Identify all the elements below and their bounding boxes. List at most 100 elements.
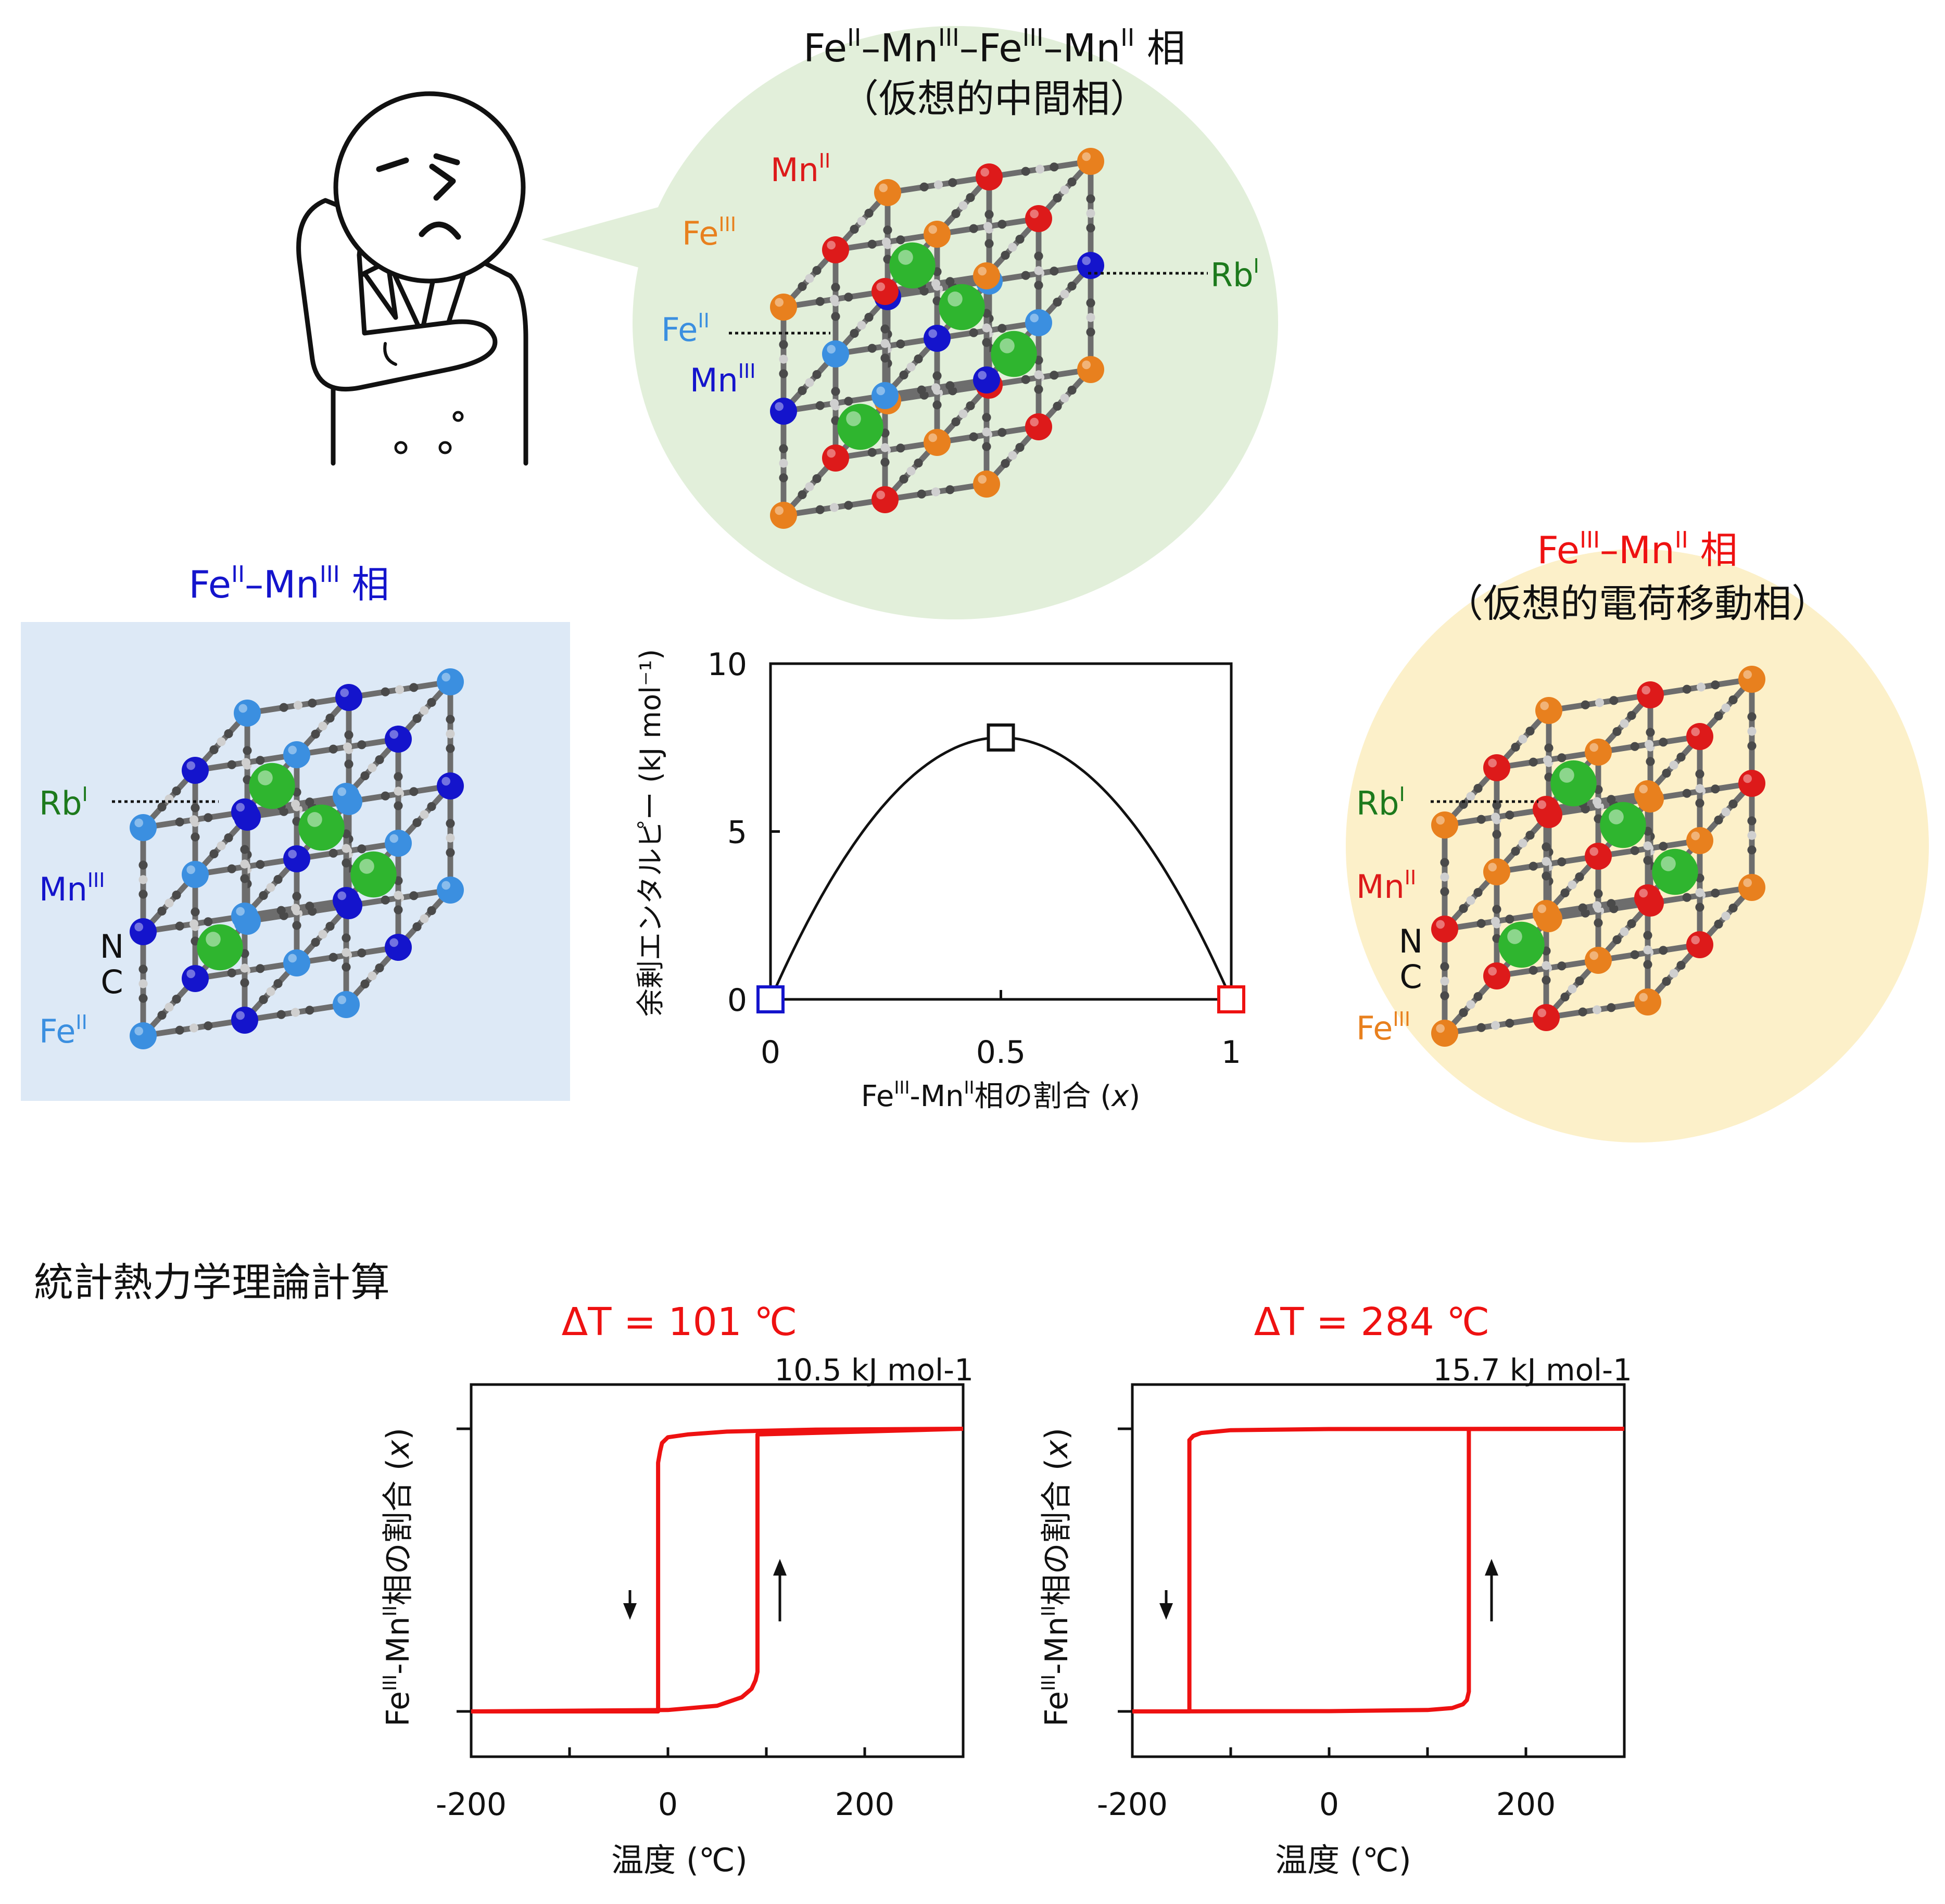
atom-highlight xyxy=(389,730,398,739)
nitrogen-atom xyxy=(1518,839,1527,848)
fe3-atom xyxy=(1686,827,1713,854)
nitrogen-atom xyxy=(931,487,941,497)
nitrogen-atom xyxy=(1592,797,1602,806)
atom-highlight xyxy=(134,818,143,828)
atom-highlight xyxy=(978,475,987,484)
carbon-atom xyxy=(867,344,877,353)
fe2-atom xyxy=(1025,309,1052,336)
carbon-atom xyxy=(138,964,148,974)
section-title: 統計熱力学理論計算 xyxy=(34,1259,390,1305)
fe3-atom xyxy=(924,221,951,248)
carbon-atom xyxy=(342,962,351,972)
hysteresis-2-down-arrow xyxy=(1159,1590,1173,1620)
nitrogen-atom xyxy=(931,383,941,392)
carbon-atom xyxy=(256,860,265,869)
carbon-atom xyxy=(446,744,455,753)
rb-ion xyxy=(1498,921,1545,968)
carbon-atom xyxy=(240,874,249,883)
nitrogen-atom xyxy=(1008,243,1017,252)
nitrogen-atom xyxy=(368,763,377,772)
enthalpy-x-tick-label: 1 xyxy=(1221,1034,1241,1071)
atom-highlight xyxy=(236,803,245,812)
mn2-atom xyxy=(976,163,1003,191)
nitrogen-atom xyxy=(1696,682,1706,692)
carbon-atom xyxy=(259,995,268,1004)
atom-highlight xyxy=(827,240,836,250)
top-fe3-label: FeIII xyxy=(682,213,736,252)
atom-highlight xyxy=(1641,686,1650,695)
carbon-atom xyxy=(1525,831,1535,840)
carbon-atom xyxy=(256,964,265,973)
nitrogen-atom xyxy=(395,685,405,694)
atom-highlight xyxy=(236,907,245,916)
nitrogen-atom xyxy=(1592,901,1602,910)
mn2-atom xyxy=(1738,770,1765,797)
nitrogen-atom xyxy=(805,274,814,283)
atom-highlight xyxy=(1030,417,1039,427)
carbon-atom xyxy=(867,448,877,457)
nitrogen-atom xyxy=(1592,1005,1602,1014)
enthalpy-y-axis-label: 余剰エンタルピー (kJ mol⁻¹) xyxy=(634,649,667,1017)
carbon-atom xyxy=(969,328,978,337)
nitrogen-atom xyxy=(189,1023,199,1033)
nitrogen-atom xyxy=(982,323,991,333)
carbon-atom xyxy=(1557,961,1567,971)
carbon-atom xyxy=(1630,950,1639,959)
hysteresis-chart-284: ΔT = 284 ℃ 15.7 kJ mol-1 温度 (℃) FeIII-Mn… xyxy=(1038,1300,1632,1879)
carbon-atom xyxy=(394,801,403,810)
carbon-atom xyxy=(1492,830,1501,839)
carbon-atom xyxy=(815,401,825,410)
nitrogen-atom xyxy=(1643,841,1652,851)
nitrogen-atom xyxy=(1643,945,1652,955)
nitrogen-atom xyxy=(1669,969,1678,978)
carbon-atom xyxy=(1578,903,1587,912)
carbon-atom xyxy=(1575,872,1584,882)
hysteresis-1-cooling-curve xyxy=(471,1427,964,1713)
rb-ion xyxy=(991,331,1037,377)
carbon-atom xyxy=(1627,711,1636,720)
fe3-atom xyxy=(1431,1020,1458,1047)
rb-ion-highlight xyxy=(898,250,913,265)
carbon-atom xyxy=(945,381,955,390)
left-rb-label: RbI xyxy=(39,783,88,822)
nitrogen-atom xyxy=(1721,807,1731,817)
atom-highlight xyxy=(441,881,450,890)
mn3-atom xyxy=(385,934,412,961)
nitrogen-atom xyxy=(1747,831,1757,840)
carbon-atom xyxy=(1682,684,1691,694)
mn3-atom xyxy=(182,965,209,992)
atom-highlight xyxy=(1589,743,1598,752)
carbon-atom xyxy=(984,210,994,219)
atom-highlight xyxy=(1537,1008,1546,1018)
atom-highlight xyxy=(1488,967,1497,976)
enthalpy-curve xyxy=(769,736,1233,1000)
nitrogen-atom xyxy=(394,891,403,900)
carbon-atom xyxy=(409,787,419,796)
nitrogen-atom xyxy=(165,794,174,804)
atom-highlight xyxy=(288,745,297,755)
carbon-atom xyxy=(831,283,840,292)
enthalpy-data-marker xyxy=(756,985,785,1013)
nitrogen-atom xyxy=(217,841,226,851)
carbon-atom xyxy=(1728,695,1738,705)
carbon-atom xyxy=(311,729,320,739)
carbon-atom xyxy=(412,922,422,931)
intermediate-phase-title: FeII–MnIII–FeIII–MnII 相 xyxy=(803,23,1185,71)
carbon-atom xyxy=(175,1025,184,1035)
nitrogen-atom xyxy=(881,237,891,247)
carbon-atom xyxy=(1476,815,1486,824)
carbon-atom xyxy=(1440,962,1449,971)
mn2-atom xyxy=(1634,884,1661,911)
mn3-atom xyxy=(973,366,1000,394)
carbon-atom xyxy=(342,858,351,868)
atom-highlight xyxy=(134,922,143,932)
carbon-atom xyxy=(1473,992,1483,1001)
fe3-atom xyxy=(1585,739,1612,766)
carbon-atom xyxy=(276,1010,286,1019)
fe2-atom xyxy=(283,741,310,768)
carbon-atom xyxy=(982,413,991,422)
carbon-atom xyxy=(1607,795,1616,804)
hysteresis-chart-101: ΔT = 101 ℃ 10.5 kJ mol-1 温度 (℃) FeIII-Mn… xyxy=(380,1300,974,1879)
fe3-atom xyxy=(1077,148,1104,175)
